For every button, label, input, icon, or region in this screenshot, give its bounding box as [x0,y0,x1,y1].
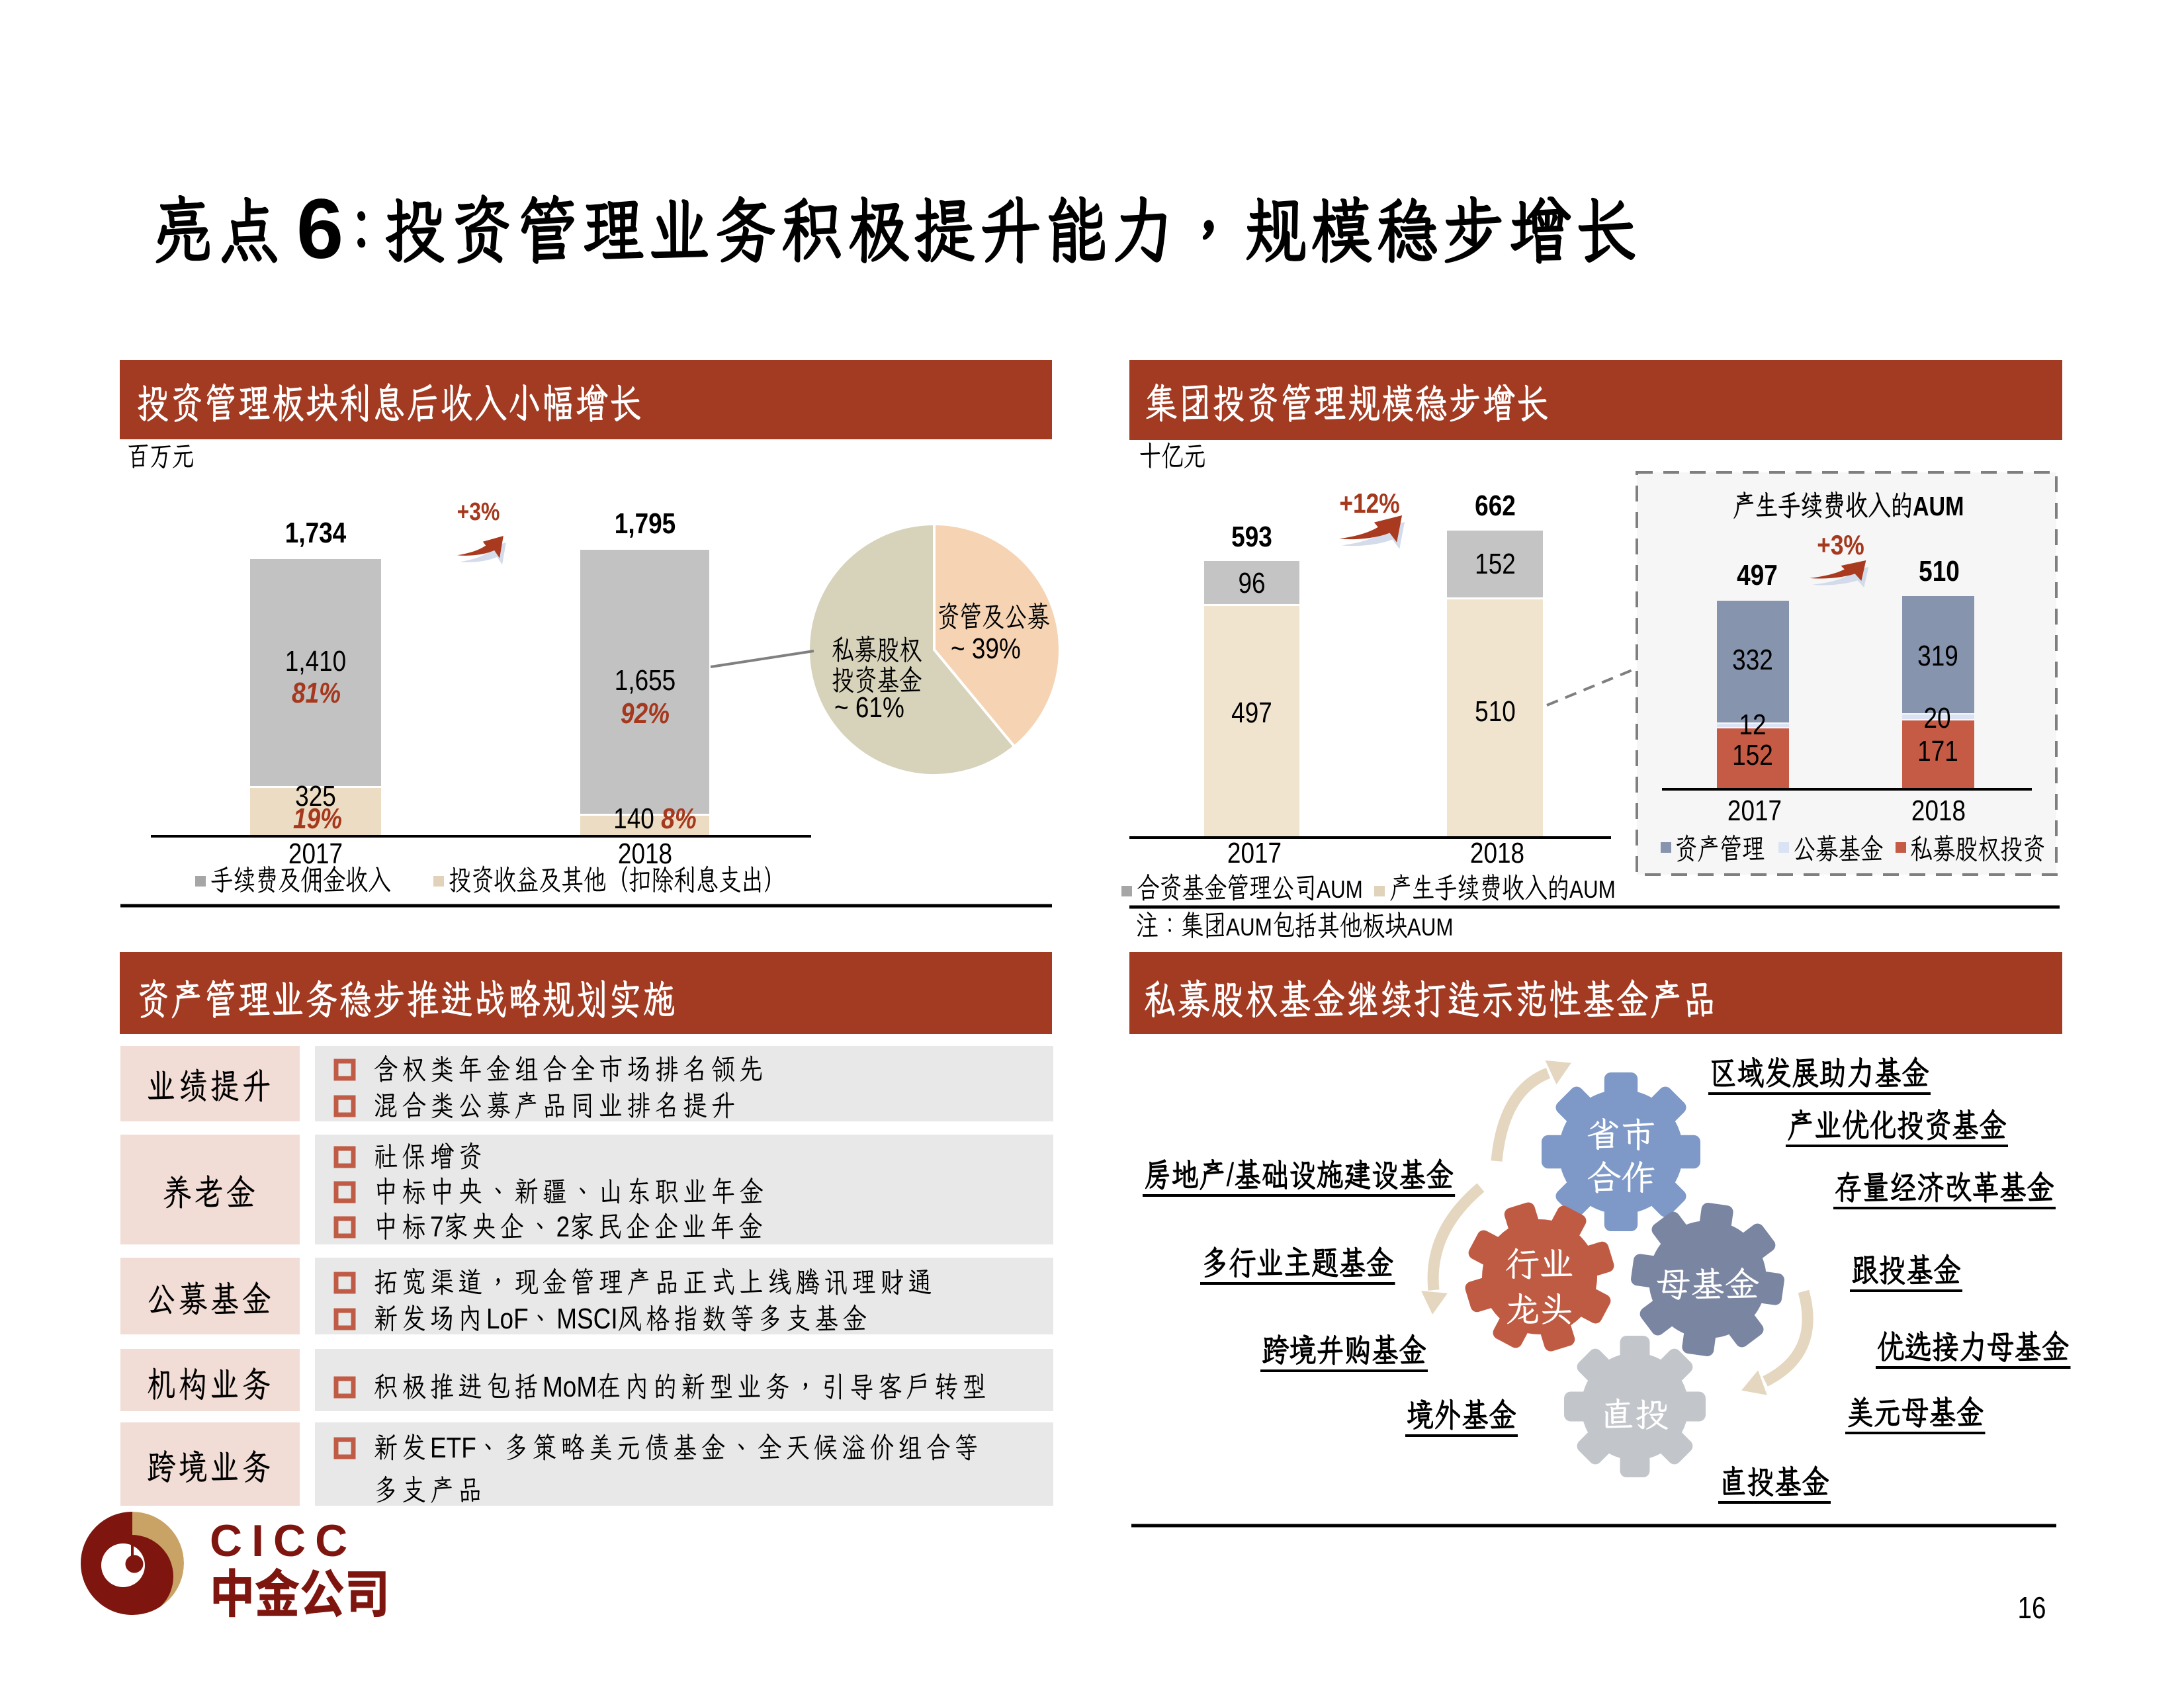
svg-text:1,655: 1,655 [615,664,676,697]
svg-text:+12%: +12% [1339,488,1399,519]
svg-text:AUM: AUM [1913,491,1964,521]
svg-text:AUM: AUM [1317,877,1363,904]
svg-text:16: 16 [2018,1591,2046,1625]
svg-text:1,795: 1,795 [615,507,676,540]
svg-text:510: 510 [1919,554,1960,587]
svg-text:2018: 2018 [1470,836,1524,869]
svg-text:+3%: +3% [457,498,500,525]
svg-text:497: 497 [1737,558,1778,591]
svg-text:ETF: ETF [430,1431,476,1464]
svg-text:1,734: 1,734 [285,516,347,549]
svg-text:2017: 2017 [1727,794,1782,827]
svg-text:81%: 81% [292,676,341,709]
svg-text:8%: 8% [661,802,696,835]
svg-text:497: 497 [1231,696,1272,729]
svg-text:MoM: MoM [543,1370,597,1403]
svg-text:19%: 19% [293,802,342,835]
svg-text:2: 2 [556,1210,570,1243]
svg-text:325: 325 [295,779,336,812]
svg-text:12: 12 [1739,708,1766,741]
svg-text:2018: 2018 [1911,794,1966,827]
svg-text:92%: 92% [621,697,670,730]
svg-text:AUM: AUM [1226,914,1272,941]
svg-text:332: 332 [1732,643,1773,676]
svg-text:LoF: LoF [486,1302,529,1335]
svg-text:140: 140 [613,802,654,835]
svg-text:593: 593 [1231,520,1272,553]
svg-text:2018: 2018 [618,837,672,870]
svg-text:1,410: 1,410 [285,644,346,677]
svg-text:2017: 2017 [1227,836,1282,869]
svg-text:2017: 2017 [288,837,343,870]
svg-text:7: 7 [430,1210,444,1243]
svg-text:CICC: CICC [210,1516,357,1566]
svg-text:510: 510 [1475,695,1516,728]
svg-text:6: 6 [296,182,343,277]
svg-text:MSCI: MSCI [556,1302,617,1335]
svg-text:152: 152 [1732,738,1773,771]
svg-text:~ 39%: ~ 39% [951,632,1021,665]
svg-text:~ 61%: ~ 61% [834,691,904,724]
svg-text:662: 662 [1475,489,1516,522]
svg-text:/: / [1227,1156,1235,1193]
svg-text:AUM: AUM [1569,877,1616,904]
svg-text:+3%: +3% [1817,530,1864,561]
svg-text:171: 171 [1917,734,1958,767]
svg-text:96: 96 [1238,566,1265,599]
svg-text:319: 319 [1917,639,1958,672]
svg-text:20: 20 [1923,701,1950,734]
svg-text:AUM: AUM [1407,914,1454,941]
svg-text:152: 152 [1475,547,1516,580]
